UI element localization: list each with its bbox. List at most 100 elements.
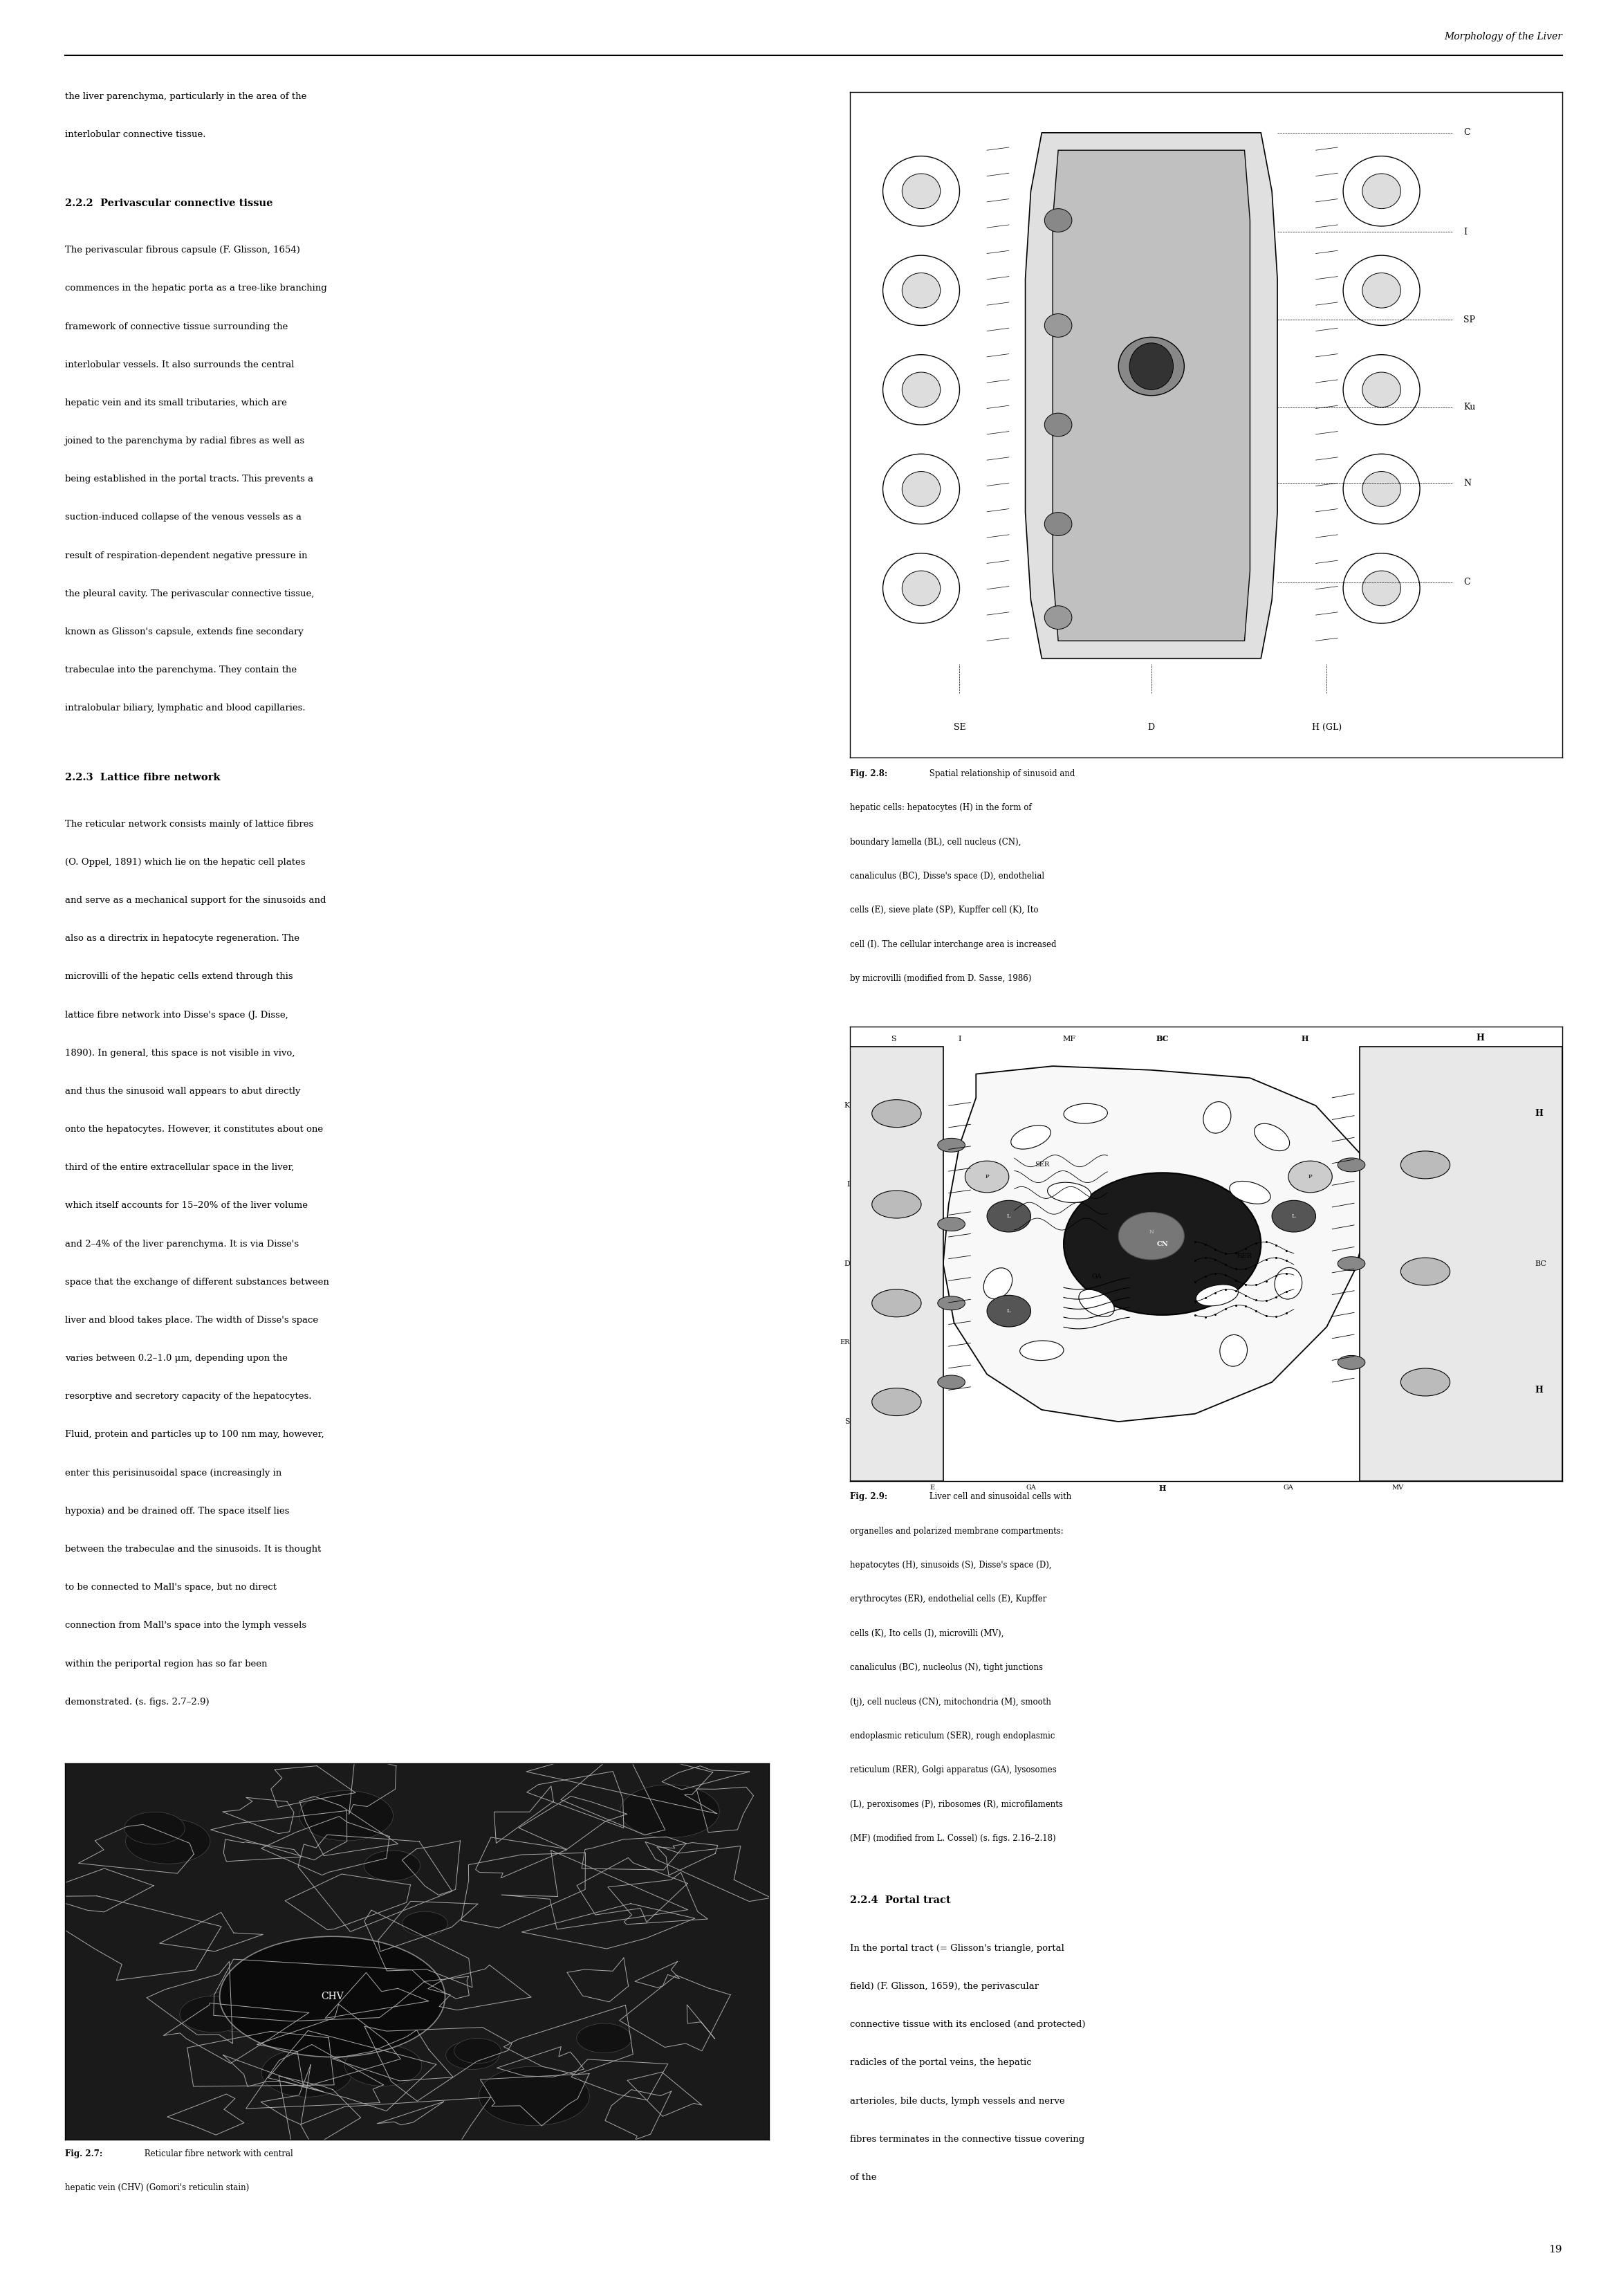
Text: D: D: [1148, 723, 1154, 732]
Ellipse shape: [873, 1389, 921, 1417]
Ellipse shape: [882, 255, 960, 326]
Polygon shape: [850, 1047, 944, 1481]
Text: Spatial relationship of sinusoid and: Spatial relationship of sinusoid and: [926, 769, 1075, 778]
Text: Fluid, protein and particles up to 100 nm may, however,: Fluid, protein and particles up to 100 n…: [65, 1430, 324, 1440]
Ellipse shape: [1344, 455, 1420, 523]
Text: microvilli of the hepatic cells extend through this: microvilli of the hepatic cells extend t…: [65, 971, 293, 980]
Ellipse shape: [1044, 606, 1072, 629]
Text: H: H: [1477, 1033, 1485, 1042]
Circle shape: [300, 1791, 393, 1841]
Text: fibres terminates in the connective tissue covering: fibres terminates in the connective tiss…: [850, 2135, 1085, 2144]
Text: Reticular fibre network with central: Reticular fibre network with central: [141, 2149, 293, 2158]
Text: suction-induced collapse of the venous vessels as a: suction-induced collapse of the venous v…: [65, 512, 301, 521]
Circle shape: [479, 2066, 589, 2126]
Ellipse shape: [1203, 1102, 1230, 1134]
Text: SE: SE: [954, 723, 965, 732]
Text: The perivascular fibrous capsule (F. Glisson, 1654): The perivascular fibrous capsule (F. Gli…: [65, 246, 300, 255]
Text: Ku: Ku: [1464, 402, 1475, 411]
Text: space that the exchange of different substances between: space that the exchange of different sub…: [65, 1277, 329, 1286]
Text: 19: 19: [1549, 2245, 1562, 2255]
Text: result of respiration-dependent negative pressure in: result of respiration-dependent negative…: [65, 551, 308, 560]
Text: (L), peroxisomes (P), ribosomes (R), microfilaments: (L), peroxisomes (P), ribosomes (R), mic…: [850, 1800, 1064, 1809]
Text: GA: GA: [1284, 1486, 1294, 1490]
Circle shape: [262, 2048, 351, 2096]
Text: 2.2.2  Perivascular connective tissue: 2.2.2 Perivascular connective tissue: [65, 200, 272, 209]
Text: MV: MV: [1392, 1486, 1404, 1490]
Text: Liver cell and sinusoidal cells with: Liver cell and sinusoidal cells with: [926, 1492, 1072, 1502]
Text: and 2–4% of the liver parenchyma. It is via Disse's: and 2–4% of the liver parenchyma. It is …: [65, 1240, 298, 1249]
Text: interlobular connective tissue.: interlobular connective tissue.: [65, 131, 206, 140]
Text: E: E: [929, 1486, 934, 1490]
Circle shape: [576, 2023, 631, 2053]
Polygon shape: [1025, 133, 1277, 659]
Text: hepatic cells: hepatocytes (H) in the form of: hepatic cells: hepatocytes (H) in the fo…: [850, 804, 1031, 813]
Text: being established in the portal tracts. This prevents a: being established in the portal tracts. …: [65, 475, 312, 484]
Ellipse shape: [1219, 1334, 1247, 1366]
Text: C: C: [1464, 129, 1470, 138]
Text: enter this perisinusoidal space (increasingly in: enter this perisinusoidal space (increas…: [65, 1469, 282, 1476]
Circle shape: [620, 1784, 719, 1837]
Text: H: H: [1159, 1486, 1166, 1492]
Text: Morphology of the Liver: Morphology of the Liver: [1444, 32, 1562, 41]
Ellipse shape: [902, 471, 941, 507]
Text: H: H: [1302, 1035, 1308, 1042]
Text: hypoxia) and be drained off. The space itself lies: hypoxia) and be drained off. The space i…: [65, 1506, 290, 1515]
Circle shape: [364, 1851, 421, 1880]
Text: MF: MF: [1062, 1035, 1075, 1042]
Text: and serve as a mechanical support for the sinusoids and: and serve as a mechanical support for th…: [65, 895, 325, 905]
Text: trabeculae into the parenchyma. They contain the: trabeculae into the parenchyma. They con…: [65, 666, 296, 675]
Ellipse shape: [1344, 156, 1420, 227]
Text: varies between 0.2–1.0 μm, depending upon the: varies between 0.2–1.0 μm, depending upo…: [65, 1355, 287, 1364]
Text: (tj), cell nucleus (CN), mitochondria (M), smooth: (tj), cell nucleus (CN), mitochondria (M…: [850, 1697, 1051, 1706]
Text: known as Glisson's capsule, extends fine secondary: known as Glisson's capsule, extends fine…: [65, 627, 303, 636]
Text: connection from Mall's space into the lymph vessels: connection from Mall's space into the ly…: [65, 1621, 306, 1630]
Text: boundary lamella (BL), cell nucleus (CN),: boundary lamella (BL), cell nucleus (CN)…: [850, 838, 1022, 847]
Ellipse shape: [937, 1139, 965, 1153]
Text: BC: BC: [1156, 1035, 1169, 1042]
Text: and thus the sinusoid wall appears to abut directly: and thus the sinusoid wall appears to ab…: [65, 1086, 300, 1095]
Text: The reticular network consists mainly of lattice fibres: The reticular network consists mainly of…: [65, 820, 312, 829]
Text: H (GL): H (GL): [1311, 723, 1342, 732]
Circle shape: [335, 1991, 421, 2037]
Text: 1890). In general, this space is not visible in vivo,: 1890). In general, this space is not vis…: [65, 1049, 295, 1058]
Circle shape: [125, 1812, 185, 1844]
Ellipse shape: [937, 1375, 965, 1389]
Ellipse shape: [1344, 553, 1420, 622]
Circle shape: [1289, 1162, 1332, 1192]
Circle shape: [965, 1162, 1009, 1192]
Circle shape: [345, 2046, 421, 2087]
Text: between the trabeculae and the sinusoids. It is thought: between the trabeculae and the sinusoids…: [65, 1545, 321, 1554]
Text: arterioles, bile ducts, lymph vessels and nerve: arterioles, bile ducts, lymph vessels an…: [850, 2096, 1065, 2105]
Circle shape: [180, 1995, 248, 2032]
Text: intralobular biliary, lymphatic and blood capillaries.: intralobular biliary, lymphatic and bloo…: [65, 705, 304, 712]
Ellipse shape: [1362, 372, 1400, 406]
Text: I: I: [958, 1035, 962, 1042]
Text: 2.2.3  Lattice fibre network: 2.2.3 Lattice fibre network: [65, 771, 220, 783]
Ellipse shape: [1337, 1355, 1365, 1368]
Text: commences in the hepatic porta as a tree-like branching: commences in the hepatic porta as a tree…: [65, 285, 327, 294]
Text: I: I: [1464, 227, 1467, 236]
Text: L: L: [1007, 1215, 1010, 1219]
Text: of the: of the: [850, 2172, 876, 2181]
Text: Fig. 2.8:: Fig. 2.8:: [850, 769, 887, 778]
Ellipse shape: [1362, 174, 1400, 209]
Text: H: H: [1535, 1109, 1543, 1118]
Text: cell (I). The cellular interchange area is increased: cell (I). The cellular interchange area …: [850, 939, 1057, 948]
Text: SP: SP: [1464, 315, 1475, 324]
Text: joined to the parenchyma by radial fibres as well as: joined to the parenchyma by radial fibre…: [65, 436, 304, 445]
Text: H: H: [1535, 1384, 1543, 1394]
Ellipse shape: [1362, 572, 1400, 606]
Text: C: C: [1464, 579, 1470, 588]
Ellipse shape: [1064, 1104, 1107, 1123]
Ellipse shape: [1337, 1157, 1365, 1171]
Text: radicles of the portal veins, the hepatic: radicles of the portal veins, the hepati…: [850, 2060, 1031, 2066]
Ellipse shape: [1400, 1368, 1451, 1396]
Ellipse shape: [1044, 413, 1072, 436]
Ellipse shape: [1078, 1290, 1114, 1316]
Ellipse shape: [1229, 1180, 1271, 1203]
Circle shape: [1119, 1212, 1183, 1261]
Text: canaliculus (BC), Disse's space (D), endothelial: canaliculus (BC), Disse's space (D), end…: [850, 872, 1044, 882]
Text: third of the entire extracellular space in the liver,: third of the entire extracellular space …: [65, 1164, 295, 1171]
Text: field) (F. Glisson, 1659), the perivascular: field) (F. Glisson, 1659), the perivascu…: [850, 1981, 1039, 1991]
Text: CHV: CHV: [321, 1993, 343, 2002]
